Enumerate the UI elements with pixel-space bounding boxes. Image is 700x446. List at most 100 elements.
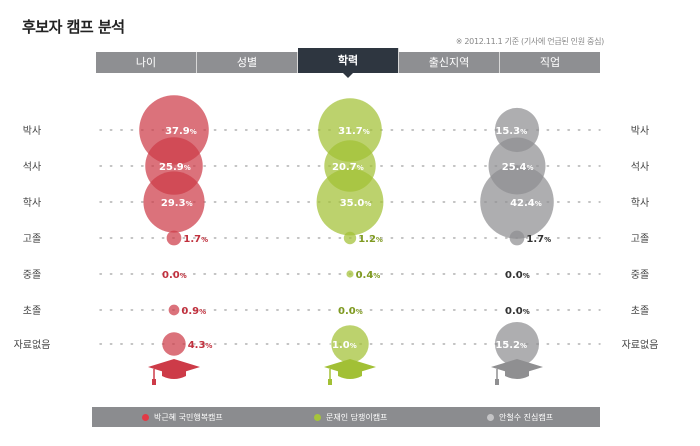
category-tabs: 나이 성별 학력 출신지역 직업 xyxy=(96,48,600,78)
cap-board xyxy=(324,359,376,375)
value-label: 35.0% xyxy=(340,198,372,209)
row-label-left: 학사 xyxy=(23,197,41,209)
value-number: 0.0 xyxy=(338,306,356,317)
value-label: 0.9% xyxy=(181,306,206,317)
page-title: 후보자 캠프 분석 xyxy=(22,18,125,36)
value-unit: % xyxy=(544,236,551,244)
value-number: 4.3 xyxy=(188,340,206,351)
cap-tassel xyxy=(328,379,332,385)
legend-swatch xyxy=(142,413,149,421)
value-number: 35.0 xyxy=(340,198,365,209)
tab-age[interactable]: 나이 xyxy=(96,52,197,73)
cap-icons xyxy=(148,359,543,385)
value-unit: % xyxy=(356,308,363,316)
value-unit: % xyxy=(523,308,530,316)
cap-board xyxy=(491,359,543,375)
value-number: 29.3 xyxy=(161,198,186,209)
bubble xyxy=(343,231,357,245)
value-unit: % xyxy=(180,272,187,280)
value-label: 25.4% xyxy=(502,162,534,173)
value-number: 15.2 xyxy=(495,340,520,351)
bubble xyxy=(166,230,182,246)
legend-label: 문재인 담쟁이캠프 xyxy=(326,412,388,422)
bubble xyxy=(509,230,525,246)
value-number: 11.0 xyxy=(325,340,350,351)
value-unit: % xyxy=(201,236,208,244)
source-note: ※ 2012.11.1 기준 (기사에 언급된 인원 중심) xyxy=(455,37,605,46)
value-label: 1.7% xyxy=(526,234,551,245)
legend-swatch xyxy=(487,413,494,421)
bubble xyxy=(346,270,354,278)
row-label-right: 학사 xyxy=(631,197,649,209)
value-number: 25.9 xyxy=(159,162,184,173)
value-unit: % xyxy=(376,236,383,244)
value-unit: % xyxy=(199,308,206,316)
bubbles xyxy=(139,95,554,367)
bubble xyxy=(143,171,205,233)
value-label: 11.0% xyxy=(325,340,357,351)
value-unit: % xyxy=(190,128,197,136)
value-unit: % xyxy=(535,200,542,208)
row-label-right: 고졸 xyxy=(631,233,649,245)
cap-tassel xyxy=(495,379,499,385)
value-label: 29.3% xyxy=(161,198,193,209)
value-number: 42.4 xyxy=(510,198,535,209)
row-label-left: 박사 xyxy=(23,125,41,137)
value-unit: % xyxy=(526,164,533,172)
legend-item-moon: 문재인 담쟁이캠프 xyxy=(314,412,387,423)
bubble xyxy=(168,304,180,316)
row-label-right: 초졸 xyxy=(631,305,649,317)
value-unit: % xyxy=(373,272,380,280)
tab-occupation[interactable]: 직업 xyxy=(500,52,600,73)
row-label-left: 초졸 xyxy=(23,305,41,317)
value-unit: % xyxy=(184,164,191,172)
graduation-cap-icon xyxy=(324,359,376,385)
graduation-cap-icon xyxy=(491,359,543,385)
value-label: 0.0% xyxy=(505,270,530,281)
tab-hometown[interactable]: 출신지역 xyxy=(399,52,500,73)
row-label-right: 석사 xyxy=(631,161,649,173)
value-unit: % xyxy=(350,342,357,350)
value-number: 0.4 xyxy=(356,270,374,281)
value-number: 0.0 xyxy=(505,306,523,317)
value-label: 25.9% xyxy=(159,162,191,173)
value-number: 15.3 xyxy=(495,126,520,137)
value-unit: % xyxy=(363,128,370,136)
value-label: 15.3% xyxy=(495,126,527,137)
row-label-left: 고졸 xyxy=(23,233,41,245)
cap-board xyxy=(148,359,200,375)
legend-item-park: 박근혜 국민행복캠프 xyxy=(142,412,223,423)
legend-label: 박근혜 국민행복캠프 xyxy=(154,412,223,422)
value-number: 0.0 xyxy=(162,270,180,281)
value-number: 1.7 xyxy=(526,234,544,245)
legend-swatch xyxy=(314,413,321,421)
bubble xyxy=(162,332,186,356)
value-number: 31.7 xyxy=(338,126,363,137)
value-label: 0.4% xyxy=(356,270,381,281)
value-number: 37.9 xyxy=(165,126,190,137)
value-label: 37.9% xyxy=(165,126,197,137)
value-unit: % xyxy=(520,128,527,136)
legend-label: 안철수 진심캠프 xyxy=(499,412,554,422)
legend-item-ahn: 안철수 진심캠프 xyxy=(487,412,553,423)
tab-gender[interactable]: 성별 xyxy=(197,52,298,73)
tab-education[interactable]: 학력 xyxy=(298,48,399,78)
row-label-left: 중졸 xyxy=(23,269,41,281)
legend: 박근혜 국민행복캠프 문재인 담쟁이캠프 안철수 진심캠프 xyxy=(92,407,600,427)
bubble xyxy=(494,321,540,367)
row-label-right: 박사 xyxy=(631,125,649,137)
value-label: 20.7% xyxy=(332,162,364,173)
value-label: 0.0% xyxy=(505,306,530,317)
graduation-cap-icon xyxy=(148,359,200,385)
value-label: 42.4% xyxy=(510,198,542,209)
value-unit: % xyxy=(205,342,212,350)
value-label: 1.7% xyxy=(183,234,208,245)
row-label-left: 석사 xyxy=(23,161,41,173)
value-unit: % xyxy=(520,342,527,350)
value-label: 15.2% xyxy=(495,340,527,351)
value-label: 0.0% xyxy=(162,270,187,281)
value-number: 0.0 xyxy=(505,270,523,281)
value-unit: % xyxy=(364,200,371,208)
